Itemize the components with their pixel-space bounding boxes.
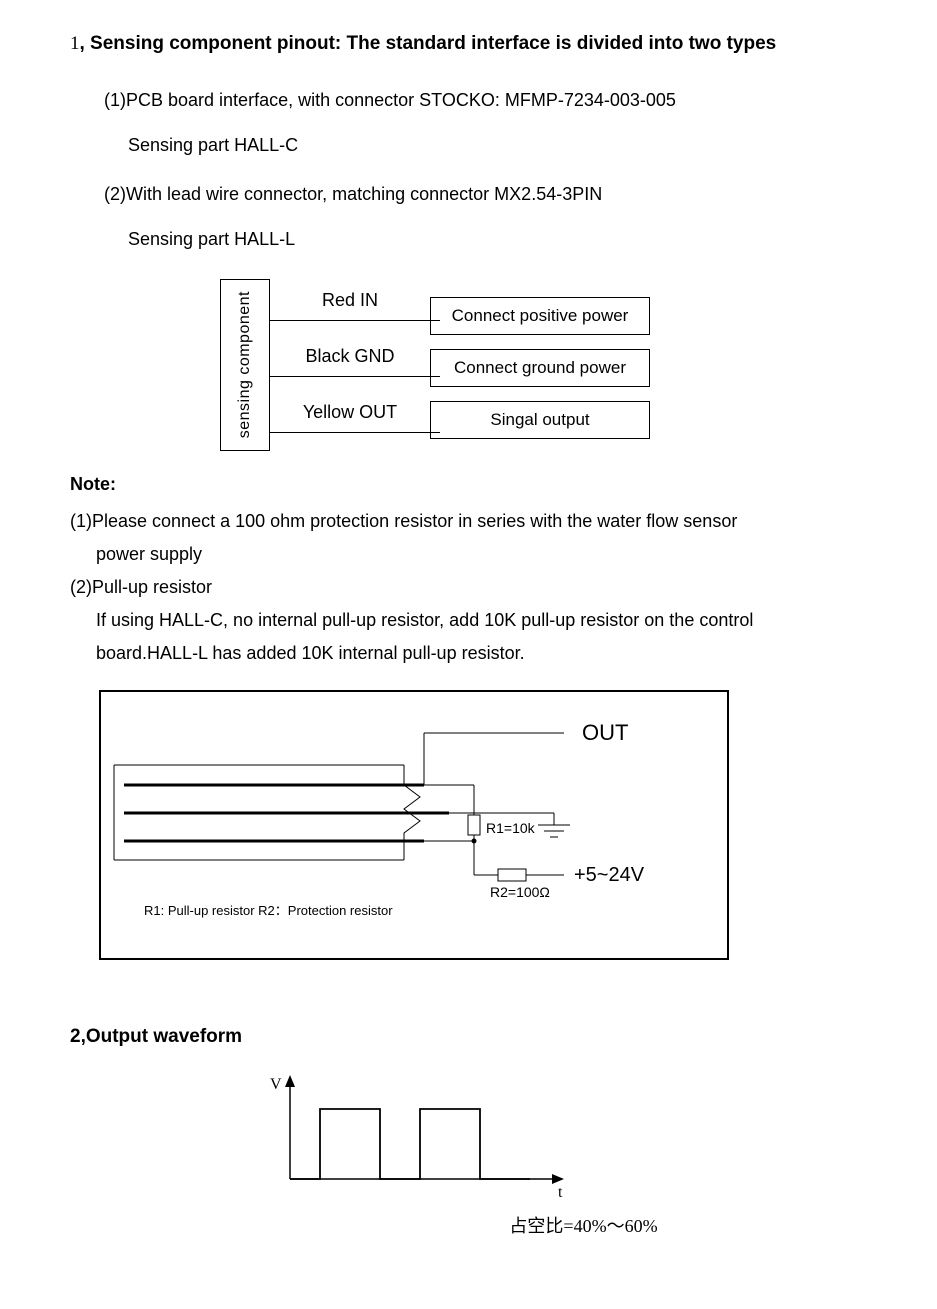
note2-line1: (2)Pull-up resistor bbox=[70, 574, 867, 601]
pinout-mid-label-1: Black GND bbox=[270, 343, 430, 370]
pinout-right-box-0: Connect positive power bbox=[430, 297, 650, 335]
section1-title: , Sensing component pinout: The standard… bbox=[80, 33, 777, 54]
waveform-t-label: t bbox=[558, 1184, 563, 1199]
pinout-right-label-2: Singal output bbox=[490, 407, 589, 433]
section1-heading: 1, Sensing component pinout: The standar… bbox=[70, 30, 867, 59]
note2-line2: If using HALL-C, no internal pull-up res… bbox=[70, 607, 867, 634]
section2-heading: 2,Output waveform bbox=[70, 1023, 867, 1052]
pinout-mid-row-2: Yellow OUT bbox=[270, 393, 430, 449]
pinout-mid-row-1: Black GND bbox=[270, 337, 430, 393]
note1-line1: (1)Please connect a 100 ohm protection r… bbox=[70, 508, 867, 535]
pinout-mid-label-0: Red IN bbox=[270, 287, 430, 314]
waveform-diagram: V t 占空比=40%～60% bbox=[260, 1069, 867, 1240]
section1-item2-line2: Sensing part HALL-L bbox=[70, 226, 867, 253]
pinout-mid-line-0 bbox=[270, 320, 440, 321]
waveform-duty-label: 占空比=40%～60% bbox=[300, 1213, 867, 1240]
section1-item1-line1: (1)PCB board interface, with connector S… bbox=[70, 87, 867, 114]
circuit-diagram: OUT R1=10k R2=100Ω +5 bbox=[94, 685, 867, 973]
sensing-component-label: sensing component bbox=[233, 291, 257, 438]
pinout-mid-line-1 bbox=[270, 376, 440, 377]
pinout-table: sensing component Red IN Black GND Yello… bbox=[220, 279, 867, 451]
section1-item1-line2: Sensing part HALL-C bbox=[70, 132, 867, 159]
circuit-legend: R1: Pull-up resistor R2：Protection resis… bbox=[144, 903, 393, 918]
pinout-mid-line-2 bbox=[270, 432, 440, 433]
circuit-r1-label: R1=10k bbox=[486, 820, 536, 836]
pinout-mid-row-0: Red IN bbox=[270, 281, 430, 337]
pinout-right-box-2: Singal output bbox=[430, 401, 650, 439]
circuit-out-label: OUT bbox=[582, 720, 628, 745]
waveform-v-label: V bbox=[270, 1076, 282, 1093]
section1-item2-line1: (2)With lead wire connector, matching co… bbox=[70, 181, 867, 208]
pinout-mid-label-2: Yellow OUT bbox=[270, 399, 430, 426]
pinout-right-box-1: Connect ground power bbox=[430, 349, 650, 387]
sensing-component-box: sensing component bbox=[220, 279, 270, 451]
notes-heading: Note: bbox=[70, 471, 867, 498]
section1-num: 1 bbox=[70, 33, 80, 54]
circuit-v-label: +5~24V bbox=[574, 864, 645, 886]
circuit-r2-label: R2=100Ω bbox=[490, 884, 550, 900]
pinout-right-label-0: Connect positive power bbox=[452, 303, 629, 329]
note1-line2: power supply bbox=[70, 541, 867, 568]
note2-line3: board.HALL-L has added 10K internal pull… bbox=[70, 640, 867, 667]
pinout-right-label-1: Connect ground power bbox=[454, 355, 626, 381]
